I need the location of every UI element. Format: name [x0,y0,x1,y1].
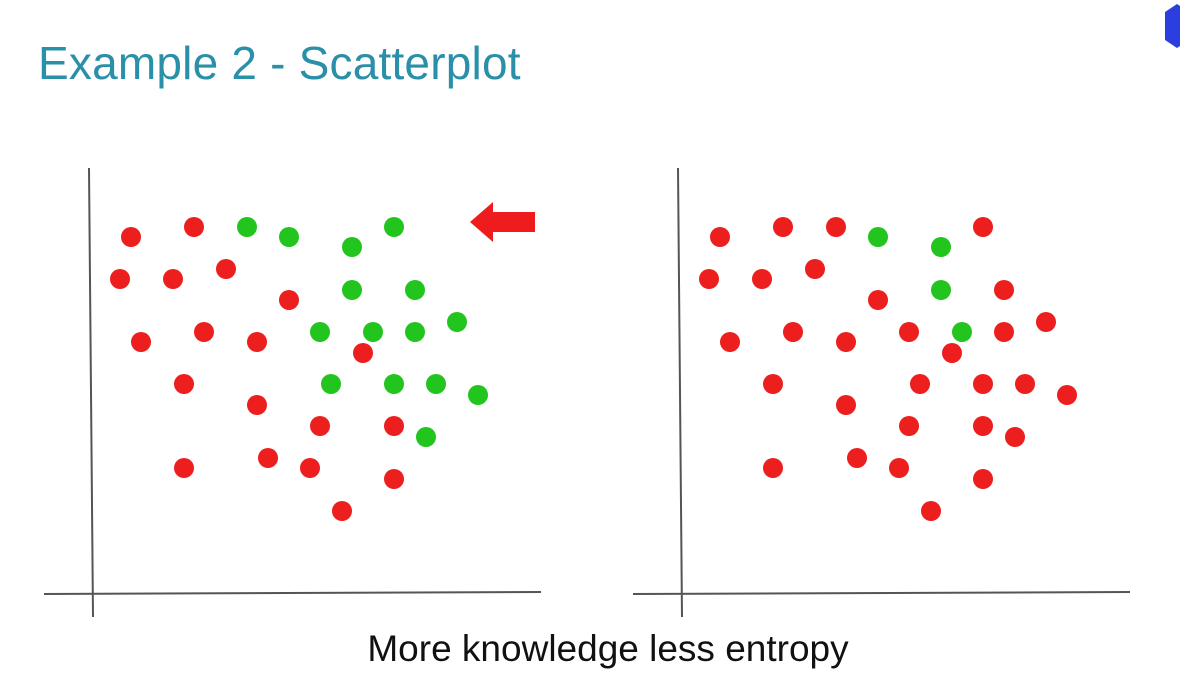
caption: More knowledge less entropy [367,628,849,669]
data-point-red [384,416,404,436]
data-point-red [994,322,1014,342]
data-point-red [763,458,783,478]
data-point-red [973,374,993,394]
data-point-red [699,269,719,289]
data-point-green [237,217,257,237]
data-point-red [384,469,404,489]
data-point-red [942,343,962,363]
data-point-green [310,322,330,342]
x-axis-left [43,591,542,595]
data-point-red [836,332,856,352]
data-point-red [247,395,267,415]
data-point-green [447,312,467,332]
corner-logo [1165,4,1180,48]
data-point-red [247,332,267,352]
data-point-red [353,343,373,363]
data-point-red [332,501,352,521]
data-point-red [899,322,919,342]
data-point-red [783,322,803,342]
data-point-red [216,259,236,279]
data-point-red [258,448,278,468]
data-point-red [773,217,793,237]
data-point-red [163,269,183,289]
data-point-green [952,322,972,342]
points-left [110,217,488,521]
left-arrow-icon [470,202,535,242]
data-point-red [868,290,888,310]
data-point-red [710,227,730,247]
data-point-green [405,322,425,342]
data-point-red [110,269,130,289]
data-point-red [131,332,151,352]
data-point-red [973,217,993,237]
data-point-red [194,322,214,342]
data-point-green [868,227,888,247]
data-point-red [847,448,867,468]
data-point-red [1057,385,1077,405]
data-point-red [1015,374,1035,394]
data-point-red [763,374,783,394]
data-point-green [931,280,951,300]
data-point-green [426,374,446,394]
data-point-red [805,259,825,279]
data-point-red [889,458,909,478]
data-point-red [1036,312,1056,332]
data-point-red [973,469,993,489]
data-point-red [994,280,1014,300]
data-point-green [384,217,404,237]
data-point-green [342,237,362,257]
data-point-red [921,501,941,521]
data-point-green [363,322,383,342]
data-point-red [836,395,856,415]
y-axis-left [88,167,94,618]
y-axis-right [677,167,683,618]
data-point-green [405,280,425,300]
data-point-red [279,290,299,310]
data-point-red [910,374,930,394]
data-point-red [300,458,320,478]
data-point-red [899,416,919,436]
scatterplot-left [43,167,542,618]
data-point-red [174,374,194,394]
data-point-green [931,237,951,257]
data-point-red [826,217,846,237]
data-point-green [468,385,488,405]
data-point-green [384,374,404,394]
points-right [699,217,1077,521]
data-point-red [184,217,204,237]
data-point-green [342,280,362,300]
data-point-red [121,227,141,247]
data-point-green [321,374,341,394]
data-point-green [279,227,299,247]
data-point-green [416,427,436,447]
x-axis-right [632,591,1131,595]
data-point-red [1005,427,1025,447]
data-point-red [720,332,740,352]
data-point-red [310,416,330,436]
data-point-red [973,416,993,436]
data-point-red [752,269,772,289]
slide-title: Example 2 - Scatterplot [38,37,521,89]
scatterplot-right [632,167,1131,618]
data-point-red [174,458,194,478]
